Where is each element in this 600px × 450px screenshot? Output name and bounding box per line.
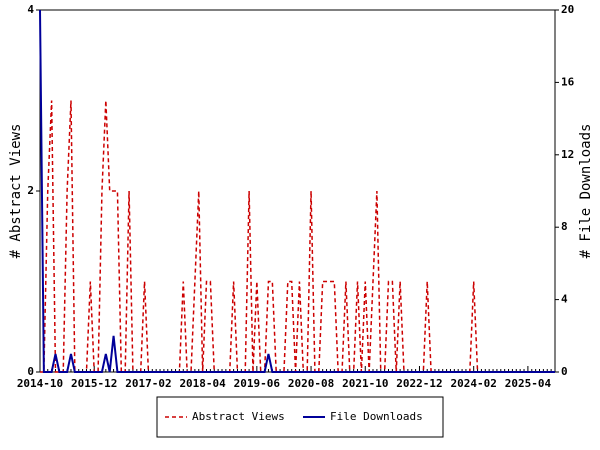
y2-tick-label: 4 (561, 293, 568, 306)
y-axis-title: # Abstract Views (8, 124, 24, 259)
x-tick-label: 2024-02 (451, 377, 497, 390)
y2-tick-label: 16 (561, 75, 575, 88)
data-line (39, 9, 555, 373)
x-tick-label: 2022-12 (396, 377, 442, 390)
y-tick-label: 4 (27, 3, 34, 16)
x-tick-label: 2017-02 (125, 377, 171, 390)
legend-box (156, 396, 444, 438)
x-tick-label: 2014-10 (17, 377, 63, 390)
x-tick-label: 2021-10 (342, 377, 388, 390)
y2-tick-label: 8 (561, 220, 568, 233)
legend-label: Abstract Views (192, 410, 285, 423)
legend-label: File Downloads (330, 410, 423, 423)
y2-tick-label: 0 (561, 365, 568, 378)
data-line (40, 100, 555, 373)
y2-tick-label: 20 (561, 3, 574, 16)
x-tick-label: 2020-08 (288, 377, 334, 390)
y-tick-label: 2 (27, 184, 34, 197)
x-tick-label: 2019-06 (234, 377, 281, 390)
x-tick-label: 2015-12 (71, 377, 117, 390)
x-tick-label: 2025-04 (505, 377, 552, 390)
y2-axis-title: # File Downloads (578, 124, 594, 259)
y-tick-label: 0 (27, 365, 34, 378)
y2-tick-label: 12 (561, 148, 574, 161)
x-tick-label: 2018-04 (179, 377, 226, 390)
